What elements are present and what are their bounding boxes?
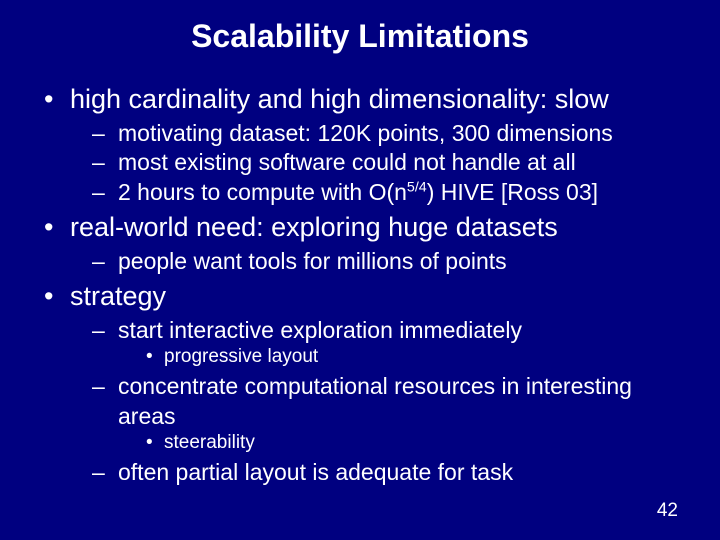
bullet-lvl2: most existing software could not handle … [92, 148, 690, 177]
bullet-text-pre: 2 hours to compute with O(n [118, 179, 407, 205]
bullet-sublist: people want tools for millions of points [70, 247, 690, 276]
bullet-text: most existing software could not handle … [118, 149, 576, 175]
bullet-text: people want tools for millions of points [118, 248, 507, 274]
bullet-lvl2: people want tools for millions of points [92, 247, 690, 276]
bullet-lvl1: real-world need: exploring huge datasets… [42, 211, 690, 276]
bullet-lvl2: start interactive exploration immediatel… [92, 316, 690, 370]
bullet-text: often partial layout is adequate for tas… [118, 459, 513, 485]
bullet-lvl2: 2 hours to compute with O(n5/4) HIVE [Ro… [92, 178, 690, 207]
bullet-subsublist: progressive layout [118, 345, 690, 370]
bullet-lvl2: often partial layout is adequate for tas… [92, 458, 690, 487]
bullet-text-post: ) HIVE [Ross 03] [427, 179, 598, 205]
bullet-text: concentrate computational resources in i… [118, 373, 632, 428]
bullet-lvl3: steerability [146, 431, 690, 456]
bullet-text: start interactive exploration immediatel… [118, 317, 522, 343]
bullet-lvl2: concentrate computational resources in i… [92, 372, 690, 456]
bullet-sublist: motivating dataset: 120K points, 300 dim… [70, 119, 690, 207]
bullet-sublist: start interactive exploration immediatel… [70, 316, 690, 487]
superscript: 5/4 [407, 179, 427, 195]
bullet-lvl1: high cardinality and high dimensionality… [42, 83, 690, 207]
slide: Scalability Limitations high cardinality… [0, 0, 720, 540]
bullet-lvl3: progressive layout [146, 345, 690, 370]
bullet-lvl2: motivating dataset: 120K points, 300 dim… [92, 119, 690, 148]
bullet-text: real-world need: exploring huge datasets [70, 212, 558, 242]
bullet-text: steerability [164, 432, 255, 453]
slide-title: Scalability Limitations [30, 18, 690, 55]
bullet-lvl1: strategy start interactive exploration i… [42, 280, 690, 487]
page-number: 42 [657, 500, 678, 522]
bullet-text: motivating dataset: 120K points, 300 dim… [118, 120, 613, 146]
bullet-subsublist: steerability [118, 431, 690, 456]
bullet-text: high cardinality and high dimensionality… [70, 84, 609, 114]
bullet-text: strategy [70, 281, 166, 311]
bullet-text: progressive layout [164, 346, 318, 367]
bullet-list: high cardinality and high dimensionality… [30, 83, 690, 487]
